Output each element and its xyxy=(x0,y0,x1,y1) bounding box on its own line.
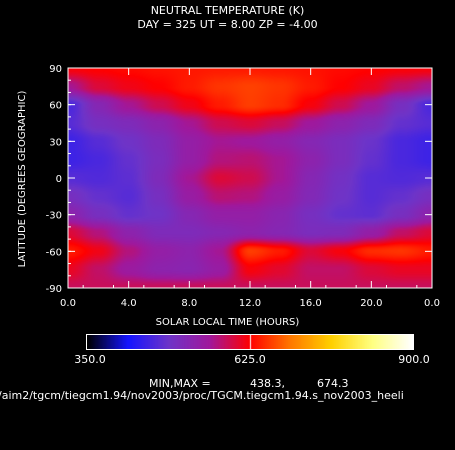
chart-subtitle: DAY = 325 UT = 8.00 ZP = -4.00 xyxy=(137,18,318,31)
x-tick-label: 8.0 xyxy=(181,298,197,309)
y-tick-label: -90 xyxy=(46,284,62,295)
x-tick-label: 20.0 xyxy=(360,298,382,309)
y-tick-label: 60 xyxy=(49,101,62,112)
x-axis-label: SOLAR LOCAL TIME (HOURS) xyxy=(155,317,300,328)
minmax-min-value: 438.3, xyxy=(250,377,285,390)
colorbar-mid-label: 625.0 xyxy=(234,353,266,366)
colorbar-min-label: 350.0 xyxy=(74,353,106,366)
y-tick-label: 30 xyxy=(49,137,62,148)
plot-border xyxy=(67,67,433,289)
y-tick-label: -30 xyxy=(46,211,62,222)
minmax-label: MIN,MAX = xyxy=(149,377,211,390)
minmax-max-value: 674.3 xyxy=(317,377,349,390)
colorbar xyxy=(86,334,414,350)
x-tick-label: 0.0 xyxy=(424,298,440,309)
y-tick-label: 0 xyxy=(56,174,62,185)
x-tick-label: 16.0 xyxy=(300,298,322,309)
colorbar-max-label: 900.0 xyxy=(398,353,430,366)
file-path: /aim2/tgcm/tiegcm1.94/nov2003/proc/TGCM.… xyxy=(0,389,404,402)
heatmap-canvas xyxy=(68,68,432,288)
x-tick-label: 0.0 xyxy=(60,298,76,309)
y-tick-label: 90 xyxy=(49,64,62,75)
y-tick-label: -60 xyxy=(46,247,62,258)
x-tick-label: 12.0 xyxy=(239,298,261,309)
x-tick-label: 4.0 xyxy=(121,298,137,309)
chart-title: NEUTRAL TEMPERATURE (K) xyxy=(150,4,305,17)
